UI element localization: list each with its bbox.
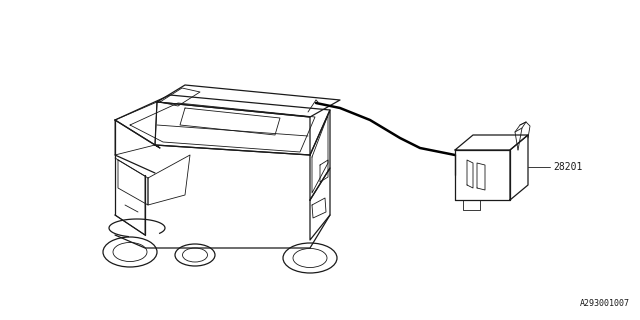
Text: A293001007: A293001007 xyxy=(580,299,630,308)
Text: 28201: 28201 xyxy=(553,162,582,172)
